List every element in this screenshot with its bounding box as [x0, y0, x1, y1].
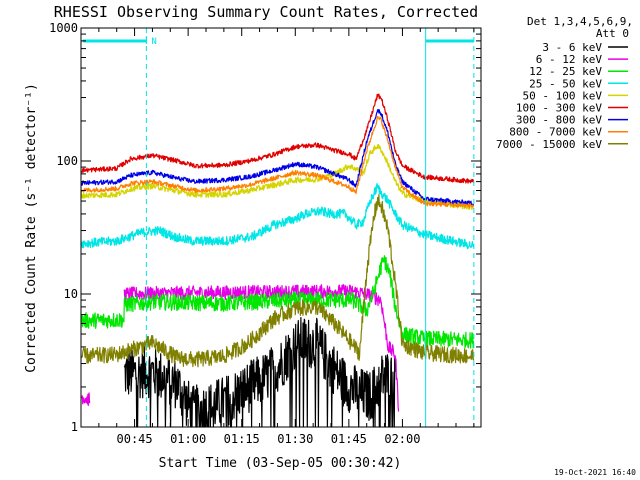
legend-header-line-2: Att 0: [596, 27, 629, 40]
footer-timestamp: 19-Oct-2021 16:40: [554, 468, 636, 477]
x-tick-label: 01:15: [224, 432, 260, 446]
series-line-1: [123, 317, 396, 428]
series-layer: [80, 93, 475, 428]
x-axis: 00:45 01:00 01:15 01:30 01:45 02:00: [98, 28, 475, 446]
legend-label: 12 - 25 keV: [529, 65, 602, 78]
x-axis-label: Start Time (03-Sep-05 00:30:42): [159, 456, 402, 471]
legend-label: 800 - 7000 keV: [509, 126, 602, 139]
series-line-9: [80, 194, 475, 368]
y-tick-label: 1: [71, 420, 78, 434]
legend-label: 300 - 800 keV: [516, 114, 602, 127]
y-axis: 1 10 100 1000: [49, 21, 481, 434]
legend-header-line-1: Det 1,3,4,5,6,9,: [527, 15, 633, 28]
y-tick-label: 100: [56, 154, 78, 168]
legend-label: 25 - 50 keV: [529, 77, 602, 90]
y-axis-label: Corrected Count Rate (s⁻¹ detector⁻¹): [24, 83, 39, 373]
series-line-5: [80, 143, 475, 211]
plot-frame: [80, 27, 482, 428]
legend-label: 100 - 300 keV: [516, 102, 602, 115]
night-label: N: [151, 37, 156, 47]
x-tick-label: 00:45: [117, 432, 153, 446]
series-line-3: [80, 255, 475, 349]
legend-label: 50 - 100 keV: [523, 89, 603, 102]
legend-label: 3 - 6 keV: [542, 41, 602, 54]
x-tick-label: 02:00: [384, 432, 420, 446]
legend-label: 7000 - 15000 keV: [496, 138, 602, 151]
x-tick-label: 01:00: [170, 432, 206, 446]
y-tick-label: 10: [64, 287, 78, 301]
x-tick-label: 01:30: [277, 432, 313, 446]
spacecraft-status-bars: N: [82, 28, 475, 427]
chart-title: RHESSI Observing Summary Count Rates, Co…: [54, 3, 478, 21]
plot-area: N 00:45 01:00 01:15 01:30 01:45 02:00 1101001…: [49, 21, 482, 446]
legend-label: 6 - 12 keV: [536, 53, 603, 66]
x-tick-label: 01:45: [331, 432, 367, 446]
series-line-4: [80, 183, 475, 250]
y-tick-label: 1000: [49, 21, 78, 35]
